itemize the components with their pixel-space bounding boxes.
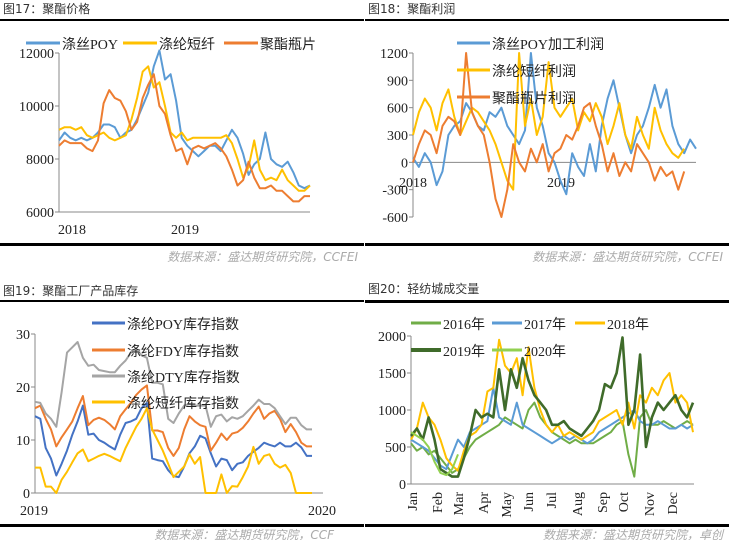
x-tick-label: Apr	[477, 492, 492, 514]
y-tick-label: -600	[382, 211, 408, 226]
chart-inventory: 图19：聚酯工厂产品库存 0 10 20 30 2019 2020 涤纶POY库存指数 涤纶F…	[0, 270, 364, 540]
source-note: 数据来源：盛达期货研究院，CCFEI	[532, 250, 723, 264]
x-tick-label: Jan	[406, 492, 421, 511]
divider	[365, 524, 729, 527]
series-line-1	[58, 65, 311, 192]
divider	[365, 19, 729, 21]
divider	[0, 243, 364, 246]
y-tick-label: 12000	[19, 47, 54, 62]
legend-label: 2016年	[443, 317, 485, 333]
y-tick-label: 300	[387, 129, 408, 144]
x-tick-label: Dec	[666, 492, 681, 515]
x-tick-label: 2019	[20, 504, 48, 519]
series-line-1	[410, 386, 694, 471]
chart-title: 图19：聚酯工厂产品库存	[3, 284, 139, 298]
series-line-2	[410, 338, 694, 472]
divider	[0, 300, 364, 302]
legend-label: 涤纶DTY库存指数	[127, 370, 240, 386]
series-line-1	[34, 384, 312, 457]
x-tick-label: Mar	[452, 492, 467, 516]
x-tick-label: Nov	[643, 492, 658, 516]
legend-label: 聚酯瓶片利润	[492, 91, 576, 107]
source-note: 数据来源：盛达期货研究院，卓创	[542, 528, 723, 540]
legend-label: 涤纶FDY库存指数	[127, 344, 239, 360]
chart-title: 图18：聚酯利润	[368, 2, 456, 16]
y-tick-label: 1500	[378, 367, 406, 382]
series-line-0	[58, 49, 311, 190]
chart-textile-volume: 图20：轻纺城成交量 0 500 1000 1500 2000 Jan Feb Mar Apr M…	[365, 270, 729, 540]
x-tick-label: Aug	[571, 492, 586, 516]
y-tick-label: 900	[387, 74, 408, 89]
y-tick-label: 1000	[378, 404, 406, 419]
legend-label: 2018年	[607, 317, 649, 333]
y-tick-label: 2000	[378, 330, 406, 345]
source-note: 数据来源：盛达期货研究院，CCF	[154, 528, 334, 540]
x-tick-label: May	[500, 492, 515, 518]
y-tick-label: 10000	[19, 100, 54, 115]
y-tick-label: 30	[16, 328, 30, 343]
y-tick-label: 0	[401, 156, 408, 171]
divider	[0, 524, 364, 527]
y-tick-label: 0	[23, 487, 30, 502]
series-line-4	[410, 431, 459, 477]
x-tick-label: Feb	[431, 492, 446, 513]
series-line-2	[412, 52, 686, 218]
series-line-2	[34, 341, 312, 431]
y-tick-label: 20	[16, 381, 30, 396]
series-line-2	[58, 73, 310, 203]
x-tick-label: Sep	[596, 492, 611, 513]
chart-title: 图17：聚酯价格	[3, 2, 91, 16]
series-line-3	[409, 336, 695, 478]
legend-label: 涤纶短纤	[159, 37, 215, 53]
series-line-3	[35, 407, 312, 494]
x-tick-label: 2020	[308, 504, 336, 519]
x-tick-label: 2018	[399, 176, 427, 191]
legend-label: 2017年	[524, 317, 566, 333]
chart-canvas: 0 500 1000 1500 2000 Jan Feb Mar Apr May Jun Jul Aug…	[378, 317, 695, 518]
chart-title: 图20：轻纺城成交量	[368, 282, 480, 296]
y-tick-label: 6000	[26, 206, 54, 221]
x-tick-label: Jun	[522, 492, 537, 511]
legend-label: 涤纶短纤利润	[492, 64, 576, 80]
divider	[365, 243, 729, 246]
y-tick-label: -300	[382, 184, 408, 199]
y-tick-label: 1200	[380, 47, 408, 62]
legend-label: 2019年	[443, 344, 485, 360]
x-tick-label: 2018	[58, 223, 86, 238]
legend-label: 2020年	[524, 344, 566, 360]
legend-label: 涤丝POY	[62, 37, 118, 53]
chart-polyester-price: 图17：聚酯价格 6000 8000 10000 12000 2018 2019 涤丝POY…	[0, 0, 364, 270]
chart-canvas: 6000 8000 10000 12000 2018 2019 涤丝POY 涤纶短纤 聚酯瓶片	[19, 37, 316, 238]
divider	[0, 19, 364, 21]
source-note: 数据来源：盛达期货研究院，CCFEI	[167, 250, 358, 264]
chart-polyester-profit: 图18：聚酯利润 -600 -300 0 300 600 900 1200 2018 2019 涤…	[365, 0, 729, 270]
y-tick-label: 8000	[26, 153, 54, 168]
x-tick-label: Oct	[617, 492, 632, 512]
x-tick-label: 2019	[171, 223, 199, 238]
divider	[365, 300, 729, 303]
legend-label: 涤丝POY加工利润	[492, 37, 604, 53]
chart-canvas: 0 10 20 30 2019 2020 涤纶POY库存指数涤纶FDY库存指数涤纶DTY库存…	[16, 317, 336, 519]
y-tick-label: 600	[387, 102, 408, 117]
x-tick-label: Jul	[545, 492, 560, 508]
y-tick-label: 500	[385, 441, 406, 456]
legend-label: 聚酯瓶片	[260, 37, 316, 53]
y-tick-label: 10	[16, 434, 30, 449]
y-tick-label: 0	[399, 478, 406, 493]
legend-label: 涤纶POY库存指数	[127, 317, 239, 333]
legend-label: 涤纶短纤库存指数	[127, 396, 239, 412]
